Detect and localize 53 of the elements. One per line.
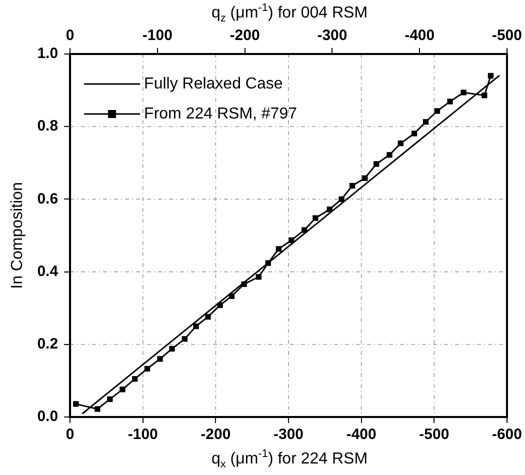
point bbox=[411, 130, 418, 136]
x2-axis-title: q$_{z}$ (μm$^{-1}$) for 004 RSM bbox=[210, 2, 369, 25]
point bbox=[169, 346, 175, 352]
point bbox=[73, 401, 79, 407]
legend-label: Fully Relaxed Case bbox=[144, 75, 283, 92]
point bbox=[193, 323, 199, 330]
legend-label: From 224 RSM, #797 bbox=[144, 105, 298, 122]
point bbox=[434, 108, 440, 114]
x-tick-label: -300 bbox=[274, 426, 304, 444]
point bbox=[144, 366, 150, 372]
x2-tick-label: -400 bbox=[404, 27, 435, 44]
y-tick-label: 0.8 bbox=[37, 118, 58, 135]
point bbox=[94, 406, 100, 412]
point bbox=[256, 274, 262, 280]
y-tick-label: 0.0 bbox=[37, 408, 58, 426]
x-tick-label: -200 bbox=[200, 426, 231, 444]
point bbox=[157, 356, 163, 362]
point bbox=[288, 237, 294, 244]
point bbox=[386, 152, 392, 158]
point bbox=[338, 196, 344, 202]
point bbox=[312, 215, 318, 221]
x2-tick-label: 0 bbox=[66, 27, 74, 44]
x2-tick-label: -300 bbox=[317, 27, 348, 44]
point bbox=[301, 227, 308, 233]
point bbox=[447, 98, 453, 104]
point bbox=[132, 376, 138, 382]
point bbox=[398, 140, 404, 146]
point bbox=[488, 72, 494, 79]
point bbox=[374, 161, 380, 167]
point bbox=[362, 175, 368, 181]
x-axis-title: q$_{x}$ (μm$^{-1}$) for 224 RSM bbox=[210, 448, 369, 471]
point bbox=[349, 182, 356, 189]
point bbox=[182, 336, 188, 342]
point bbox=[205, 314, 211, 320]
x2-tick-label: -100 bbox=[142, 27, 172, 44]
x-tick-label: 0 bbox=[66, 426, 74, 444]
point bbox=[482, 92, 488, 98]
x2-tick-label: -200 bbox=[230, 27, 260, 44]
point bbox=[460, 90, 466, 96]
point bbox=[422, 119, 429, 125]
point bbox=[276, 246, 282, 252]
point bbox=[120, 386, 126, 392]
y-tick-label: 0.6 bbox=[37, 190, 58, 208]
y-axis-title: In Composition bbox=[9, 182, 26, 289]
y-tick-label: 1.0 bbox=[37, 45, 58, 62]
y-tick-label: 0.2 bbox=[37, 336, 58, 353]
x-tick-label: -500 bbox=[419, 426, 450, 444]
x-tick-label: -100 bbox=[128, 426, 158, 444]
y-tick-label: 0.4 bbox=[37, 262, 59, 280]
x-tick-label: -600 bbox=[492, 426, 522, 444]
x2-tick-label: -500 bbox=[492, 27, 522, 44]
x-tick-label: -400 bbox=[346, 426, 376, 444]
point bbox=[107, 396, 113, 402]
